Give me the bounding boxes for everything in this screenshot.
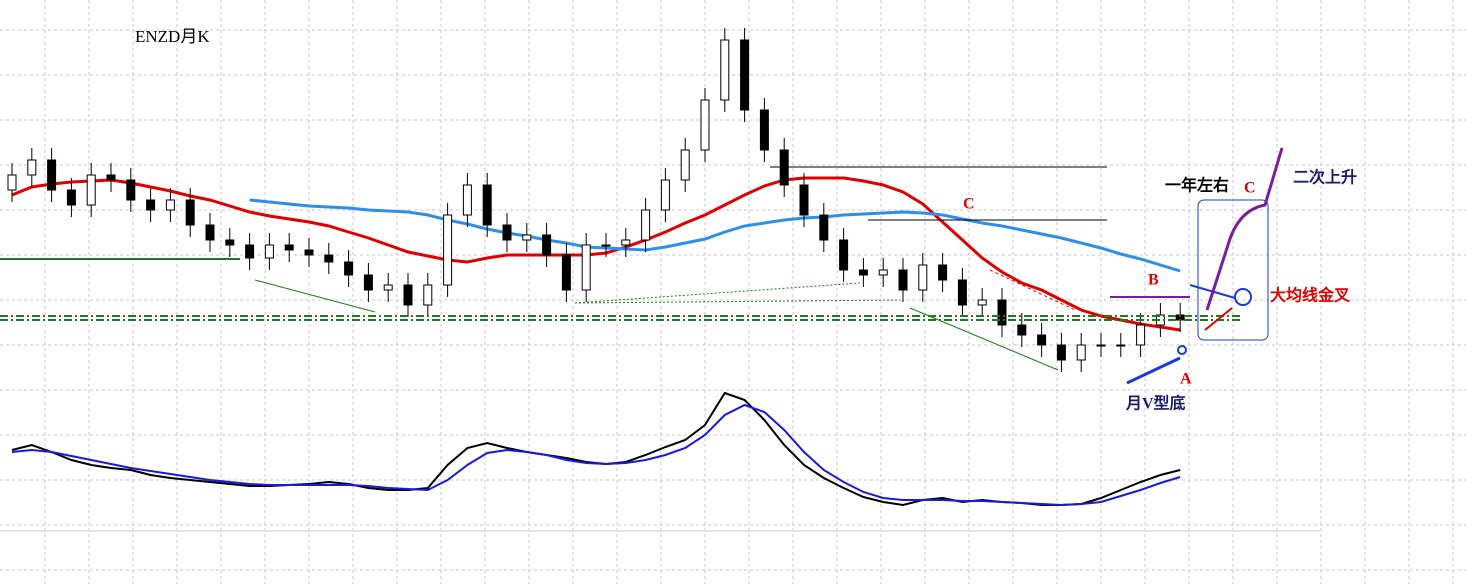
candle-body [522, 234, 532, 241]
projection-line [1204, 307, 1233, 331]
trend-line [254, 279, 376, 313]
annotation: 月V型底 [1125, 394, 1186, 413]
candle-body [47, 159, 57, 191]
series-line [11, 403, 1181, 507]
series-line [11, 391, 1181, 507]
candle-body [680, 149, 690, 181]
annotation: C [1244, 180, 1256, 197]
candle-body [938, 264, 948, 281]
candle-body [462, 184, 472, 216]
candle-body [759, 109, 769, 151]
candle-body [185, 199, 195, 226]
annotations [0, 147, 1320, 532]
candle-body [225, 239, 235, 246]
candle-body [27, 159, 37, 176]
candle-body [1037, 334, 1047, 346]
candle-body [1096, 344, 1106, 347]
candle-body [126, 179, 136, 201]
candle-body [740, 39, 750, 111]
candle-body [284, 244, 294, 251]
candle-body [660, 179, 670, 211]
candle-body [66, 189, 76, 206]
candle-body [423, 284, 433, 306]
trend-line [574, 299, 901, 304]
candle-body [482, 184, 492, 226]
candle-body [957, 279, 967, 306]
candle-body [720, 39, 730, 101]
a-marker [1177, 345, 1187, 355]
candle-body [1116, 344, 1126, 347]
annotation: 大均线金叉 [1270, 286, 1351, 305]
candle-body [106, 174, 116, 181]
candle-body [561, 254, 571, 291]
cross-marker [1234, 288, 1252, 306]
candle-body [918, 264, 928, 291]
candle-body [700, 99, 710, 151]
candle-body [601, 244, 611, 247]
candle-body [542, 234, 552, 256]
series-line [11, 176, 1181, 332]
candle-body [1017, 324, 1027, 336]
candle-body [205, 224, 215, 241]
candle-body [383, 284, 393, 291]
candle-body [1136, 324, 1146, 346]
candle-body [621, 239, 631, 246]
candle-body [839, 239, 849, 271]
candle-body [878, 269, 888, 276]
a-line [1126, 356, 1181, 385]
candle-body [819, 214, 829, 241]
plot [7, 28, 1185, 507]
candle-body [165, 199, 175, 211]
candle-body [898, 269, 908, 291]
chart-title: ENZD月K [135, 27, 210, 46]
candle-body [304, 249, 314, 256]
candle-body [858, 269, 868, 276]
candle-body [1076, 344, 1086, 361]
candle-body [1056, 344, 1066, 361]
candle-body [581, 244, 591, 291]
candle-body [502, 224, 512, 241]
candle-body [363, 274, 373, 291]
candle-body [324, 254, 334, 263]
candle-body [7, 174, 17, 191]
candle-body [344, 261, 354, 276]
trend-line [989, 269, 1076, 311]
candle-body [146, 199, 156, 211]
annotation: A [1180, 371, 1192, 388]
candle-body [799, 184, 809, 216]
candle-body [997, 299, 1007, 326]
candle-body [86, 174, 96, 206]
candle-body [443, 214, 453, 286]
annotation: 一年左右 [1165, 176, 1229, 195]
series-line [249, 198, 1181, 273]
candle-body [264, 244, 274, 259]
annotation: 二次上升 [1293, 168, 1357, 187]
candle-body [977, 299, 987, 306]
trend-line [909, 307, 1059, 371]
projection-box [1197, 199, 1269, 341]
candle-body [641, 209, 651, 241]
annotation: B [1148, 272, 1159, 289]
candle-body [245, 244, 255, 259]
projection-curve [1205, 147, 1284, 311]
candle-body [403, 284, 413, 306]
annotation: C [963, 196, 975, 213]
